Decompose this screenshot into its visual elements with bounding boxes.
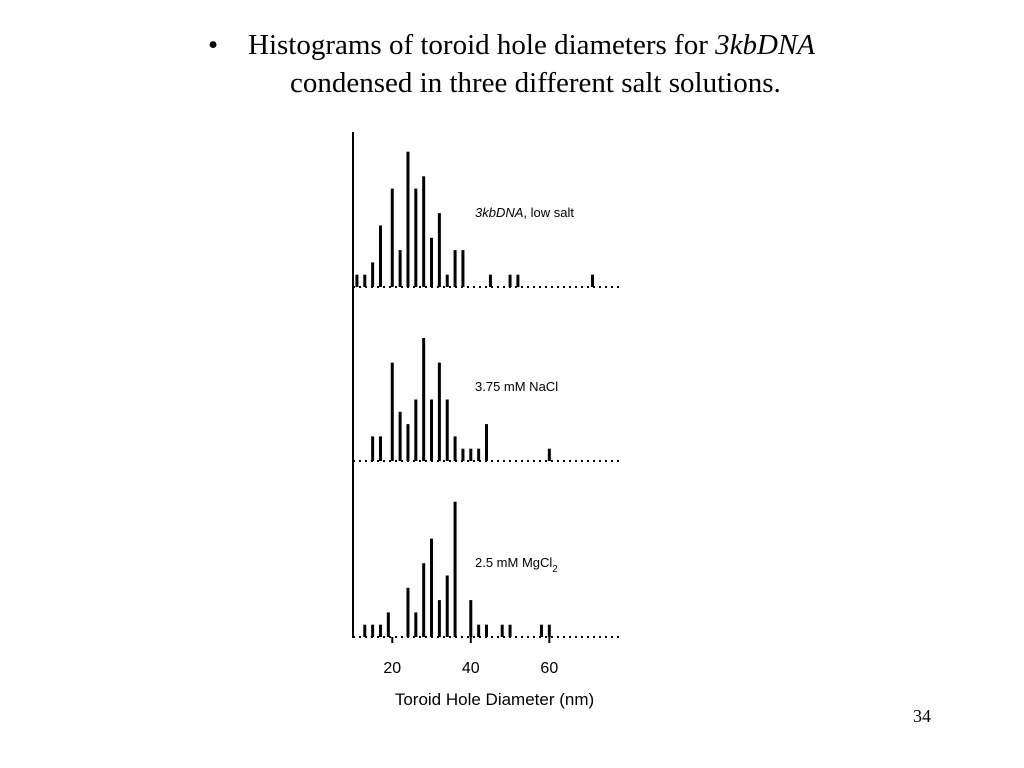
histogram-bar <box>477 624 481 637</box>
histogram-bar <box>485 424 488 461</box>
histogram-bar <box>422 176 426 287</box>
histogram-bar <box>371 262 375 287</box>
histogram-bar <box>363 274 367 287</box>
panel-label: 3.75 mM NaCl <box>475 379 558 394</box>
x-tick-label: 60 <box>540 660 558 677</box>
x-tick-label: 20 <box>383 660 401 677</box>
x-axis-ticks: 20 40 60 <box>383 637 558 677</box>
histogram-bar <box>414 612 418 637</box>
histogram-bar <box>378 225 382 287</box>
histogram-panel: 2.5 mM MgCl2 <box>353 501 620 638</box>
histogram-bar <box>547 448 551 461</box>
histogram-bar <box>430 538 434 637</box>
histogram-bar <box>477 448 481 461</box>
histogram-bar <box>508 624 512 637</box>
panel-label: 3kbDNA, low salt <box>475 205 574 220</box>
histogram-bar <box>414 188 418 287</box>
histogram-bar <box>430 237 434 287</box>
histogram-bar <box>485 624 488 637</box>
histogram-bar <box>508 274 512 287</box>
histogram-bar <box>445 274 449 287</box>
histogram-bar <box>371 436 375 461</box>
histogram-bar <box>422 563 426 637</box>
histogram-bar <box>488 274 492 287</box>
histogram-bar <box>461 250 465 287</box>
histogram-bar <box>378 624 382 637</box>
histogram-bar <box>430 399 434 461</box>
histogram-bar <box>461 448 465 461</box>
histogram-bar <box>355 274 359 287</box>
x-axis-label: Toroid Hole Diameter (nm) <box>395 690 594 709</box>
histogram-bar <box>500 624 504 637</box>
histogram-bar <box>539 624 543 637</box>
histogram-panel: 3kbDNA, low salt <box>353 151 620 288</box>
histogram-bar <box>371 624 375 637</box>
histogram-bar <box>414 399 418 461</box>
histogram-bar <box>437 600 441 637</box>
histogram-bar <box>363 624 367 637</box>
bullet-dot: • <box>208 29 219 61</box>
histogram-bar <box>378 436 382 461</box>
histogram-bar <box>469 448 473 461</box>
histogram-bar <box>390 362 394 461</box>
histogram-bar <box>390 188 394 287</box>
histogram-bar <box>437 213 441 287</box>
histogram-bar <box>445 575 449 637</box>
histogram-bar <box>453 436 457 461</box>
x-tick-label: 40 <box>462 660 480 677</box>
histogram-bar <box>406 424 410 461</box>
panel-label: 2.5 mM MgCl2 <box>475 555 558 575</box>
histogram-bar <box>437 362 441 461</box>
bullet-text: Histograms of toroid hole diameters for <box>248 29 716 61</box>
slide-bullet: • Histograms of toroid hole diameters fo… <box>208 26 928 102</box>
histogram-bar <box>453 501 457 637</box>
histogram-bar <box>406 151 410 287</box>
histogram-bar <box>591 274 595 287</box>
histogram-panels: 3kbDNA, low salt 3.75 mM NaCl 2.5 mM MgCl2 <box>353 151 620 638</box>
page-number: 34 <box>913 706 931 726</box>
histogram-bar <box>422 338 426 461</box>
bullet-line-2: condensed in three different salt soluti… <box>290 67 781 99</box>
histogram-bar <box>386 612 390 637</box>
histogram-panel: 3.75 mM NaCl <box>353 338 620 462</box>
histogram-bar <box>453 250 457 287</box>
bullet-line-1: • Histograms of toroid hole diameters fo… <box>208 26 928 64</box>
histogram-bar <box>398 411 402 461</box>
histogram-bar <box>406 587 410 637</box>
histogram-bar <box>469 600 473 637</box>
histogram-bar <box>398 250 402 287</box>
histogram-bar <box>547 624 551 637</box>
histogram-bar <box>516 274 520 287</box>
bullet-text-italic: 3kbDNA <box>715 29 815 61</box>
histogram-chart: 3kbDNA, low salt 3.75 mM NaCl 2.5 mM MgCl2… <box>352 132 620 709</box>
histogram-bar <box>445 399 449 461</box>
